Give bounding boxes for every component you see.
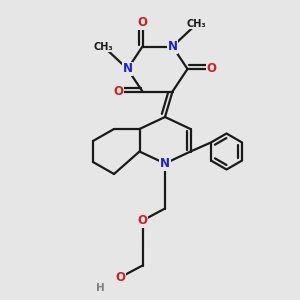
- Text: O: O: [115, 271, 125, 284]
- Text: H: H: [96, 283, 105, 293]
- Text: O: O: [113, 85, 124, 98]
- Text: N: N: [122, 62, 133, 76]
- Text: O: O: [137, 214, 148, 227]
- Text: O: O: [206, 62, 217, 76]
- Text: CH₃: CH₃: [187, 19, 206, 29]
- Text: CH₃: CH₃: [94, 41, 113, 52]
- Text: O: O: [137, 16, 148, 29]
- Text: N: N: [167, 40, 178, 53]
- Text: N: N: [160, 157, 170, 170]
